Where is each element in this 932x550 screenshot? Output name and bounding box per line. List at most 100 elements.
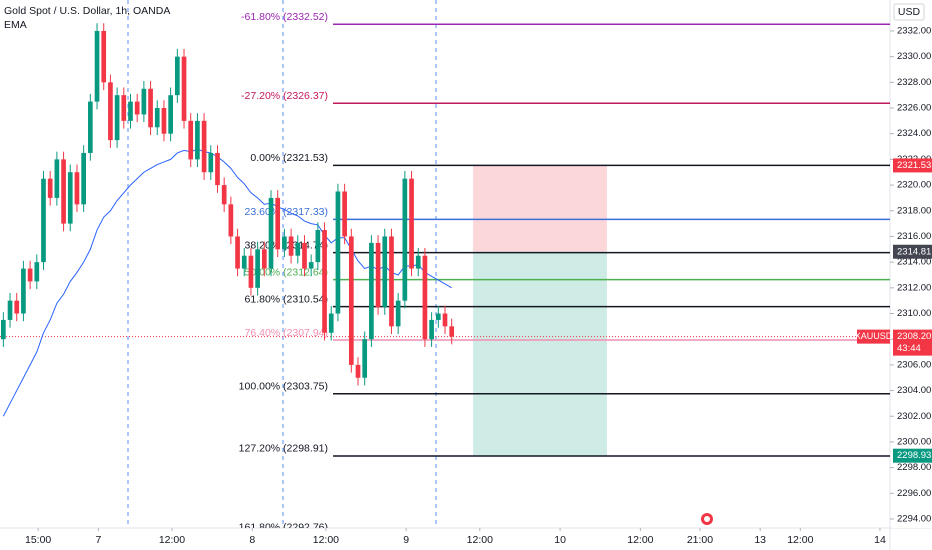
axis-bg (891, 22, 932, 528)
candle-body (181, 56, 187, 121)
y-tick-label: 2304.00 (897, 385, 931, 396)
candle-body (74, 172, 80, 205)
x-tick-label: 9 (403, 534, 409, 546)
indicator-label: EMA (4, 19, 27, 31)
candle-body (41, 178, 46, 263)
y-tick-label: 2318.00 (897, 205, 931, 216)
candle-body (355, 364, 361, 378)
candle-body (248, 255, 254, 288)
candle-body (241, 255, 247, 269)
event-icon-inner (704, 516, 710, 522)
x-tick-label: 12:00 (787, 534, 813, 546)
y-tick-label: 2326.00 (897, 103, 931, 114)
candle-body (295, 242, 301, 256)
candle-body (275, 197, 281, 250)
countdown-label: 43:44 (897, 343, 921, 354)
x-tick-label: 12:00 (467, 534, 493, 546)
x-tick-label: 10 (554, 534, 566, 546)
y-tick-label: 2300.00 (897, 436, 931, 447)
x-tick-label: 12:00 (159, 534, 185, 546)
y-tick-label: 2330.00 (897, 51, 931, 62)
candle-body (315, 230, 321, 263)
x-tick-label: 8 (249, 534, 255, 546)
candle-body (54, 159, 60, 198)
candle-body (308, 262, 314, 269)
candle-body (114, 95, 120, 141)
candle-body (268, 197, 274, 269)
candle-body (121, 95, 127, 121)
candle-body (174, 56, 180, 96)
candle-body (161, 108, 167, 134)
candle-body (128, 101, 133, 121)
fib-label: 161.80% (2292.76) (239, 522, 328, 534)
candle-body (201, 120, 207, 173)
y-tick-label: 2324.00 (897, 128, 931, 139)
candle-body (302, 242, 307, 269)
x-tick-label: 14 (874, 534, 886, 546)
candle-body (442, 313, 448, 327)
candle-body (228, 204, 234, 237)
price-axis: 2294.00 2296.00 2298.00 2300.00 2302.00 2304.… (25, 22, 932, 546)
candle-body (141, 88, 147, 115)
candle-body (94, 30, 100, 102)
candle-body (235, 236, 240, 269)
candle-body (369, 242, 374, 340)
x-tick-label: 12:00 (627, 534, 653, 546)
x-tick-label: 13 (754, 534, 766, 546)
x-tick-label: 15:00 (25, 534, 51, 546)
y-tick-label: 2302.00 (897, 411, 931, 422)
price-badge-label: 2314.81 (897, 246, 931, 257)
candle-body (34, 262, 40, 282)
candle-body (221, 185, 227, 205)
candle-body (67, 172, 73, 224)
candle-body (255, 249, 260, 288)
candle-body (422, 255, 428, 340)
price-badge-label: 2321.53 (897, 160, 931, 171)
candle-body (195, 120, 200, 160)
x-tick-label: 12:00 (313, 534, 339, 546)
candle-body (261, 249, 267, 269)
price-badge (893, 448, 932, 463)
currency-box[interactable] (893, 3, 925, 21)
x-tick-label: 21:00 (687, 534, 713, 546)
candle-body (208, 152, 214, 173)
fib-label: -61.80% (2332.52) (241, 11, 328, 23)
candle-body (342, 191, 347, 237)
candle-body (81, 152, 86, 205)
candle-body (409, 178, 414, 269)
y-tick-label: 2316.00 (897, 231, 931, 242)
fib-label: 61.80% (2310.54) (245, 293, 328, 305)
price-badge (893, 158, 932, 173)
y-tick-label: 2314.00 (897, 257, 931, 268)
price-badge (893, 244, 932, 259)
plot: -61.80% (2332.52) -27.20% (2326.37) 0.00% … (0, 11, 890, 534)
candle-body (322, 230, 327, 333)
currency[interactable]: USD (898, 6, 921, 18)
candle-body (14, 300, 20, 314)
x-tick-label: 7 (95, 534, 101, 546)
target-zone (473, 251, 607, 456)
candle-body (395, 300, 401, 327)
y-tick-label: 2298.00 (897, 462, 931, 473)
candle-body (348, 236, 354, 365)
symbol-badge (857, 329, 890, 344)
candle-body (429, 319, 434, 340)
candle-body (1, 319, 6, 340)
candle-body (415, 255, 421, 269)
y-tick-label: 2312.00 (897, 282, 931, 293)
y-tick-label: 2306.00 (897, 359, 931, 370)
chart-title: Gold Spot / U.S. Dollar, 1h, OANDA (4, 5, 170, 17)
candle-body (215, 152, 220, 186)
fib-label: 127.20% (2298.91) (239, 443, 328, 455)
candle-body (148, 88, 153, 128)
fib-label: 50.00% (2312.64) (245, 266, 328, 278)
candle-body (382, 236, 388, 308)
candle-body (108, 82, 113, 141)
candle-body (7, 300, 13, 320)
candle-body (362, 339, 368, 378)
candle-body (21, 268, 26, 314)
y-tick-label: 2328.00 (897, 77, 931, 88)
fib-label: -27.20% (2326.37) (241, 90, 328, 102)
